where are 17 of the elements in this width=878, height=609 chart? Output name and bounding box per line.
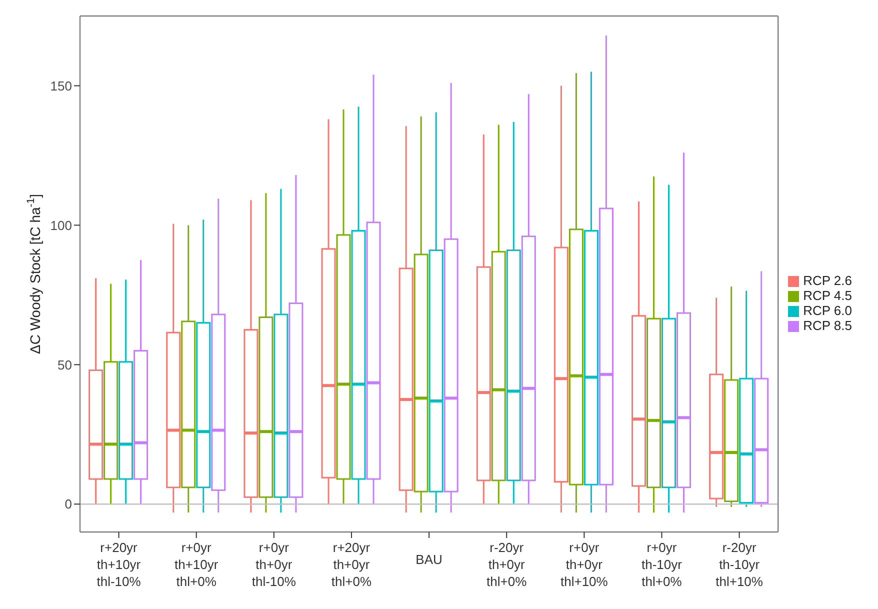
x-tick-label: r+0yr th-10yr thl+0% [642,540,683,589]
x-tick-label: r+0yr th+10yr thl+0% [174,540,219,589]
y-tick-label: 100 [50,218,72,233]
x-tick-label: r+20yr th+10yr thl-10% [96,540,142,589]
x-tick-label: r-20yr th-10yr thl+10% [716,540,764,589]
x-tick-label: BAU [416,552,442,567]
y-tick-label: 50 [58,357,72,372]
x-tick-label: r+0yr th+0yr thl+10% [560,540,608,589]
legend-label: RCP 6.0 [803,303,852,318]
legend-label: RCP 2.6 [803,273,852,288]
legend-label: RCP 8.5 [803,318,852,333]
x-tick-label: r+0yr th+0yr thl-10% [252,540,296,589]
x-tick-label: r-20yr th+0yr thl+0% [486,540,528,589]
legend-label: RCP 4.5 [803,288,852,303]
y-tick-label: 150 [50,78,72,94]
y-tick-label: 0 [64,496,72,512]
x-tick-label: r+20yr th+0yr thl+0% [331,540,372,589]
